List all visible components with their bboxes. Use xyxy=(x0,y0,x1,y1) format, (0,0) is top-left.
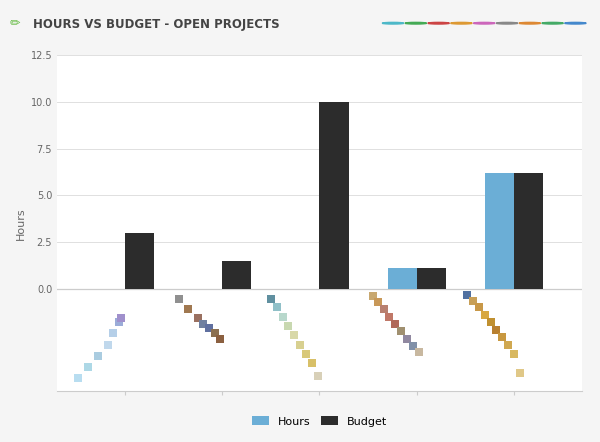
Point xyxy=(109,330,118,337)
Point xyxy=(116,315,126,322)
Point xyxy=(295,341,305,348)
Text: HOURS VS BUDGET - OPEN PROJECTS: HOURS VS BUDGET - OPEN PROJECTS xyxy=(33,18,280,30)
Point xyxy=(115,319,124,326)
Point xyxy=(93,352,103,359)
Point xyxy=(515,369,524,376)
Circle shape xyxy=(405,23,427,24)
Bar xyxy=(485,173,514,289)
Point xyxy=(379,305,388,312)
Point xyxy=(414,348,424,355)
Circle shape xyxy=(473,23,495,24)
Point xyxy=(184,305,193,312)
Point xyxy=(474,304,484,311)
Point xyxy=(103,341,112,348)
Point xyxy=(307,360,317,367)
Point xyxy=(373,298,383,305)
Point xyxy=(198,320,208,328)
Circle shape xyxy=(428,23,449,24)
Point xyxy=(503,341,513,348)
Point xyxy=(204,324,214,331)
Point xyxy=(469,297,478,304)
Point xyxy=(266,295,275,302)
Circle shape xyxy=(565,23,586,24)
Bar xyxy=(125,232,154,289)
Point xyxy=(313,373,322,380)
Point xyxy=(83,363,93,370)
Point xyxy=(385,313,394,320)
Text: ✏: ✏ xyxy=(10,18,20,30)
Point xyxy=(284,322,293,329)
Point xyxy=(480,311,490,318)
Point xyxy=(491,326,501,333)
Point xyxy=(193,315,203,322)
Point xyxy=(215,335,225,343)
Bar xyxy=(319,102,349,289)
Point xyxy=(368,293,378,300)
Legend: Hours, Budget: Hours, Budget xyxy=(248,412,391,431)
Circle shape xyxy=(382,23,404,24)
Point xyxy=(210,330,220,337)
Point xyxy=(278,313,287,320)
Point xyxy=(463,292,472,299)
Bar xyxy=(222,260,251,289)
Point xyxy=(74,374,83,381)
Bar xyxy=(417,268,446,289)
Point xyxy=(397,328,406,335)
Point xyxy=(301,351,311,358)
Point xyxy=(289,332,299,339)
Point xyxy=(402,335,412,343)
Point xyxy=(509,351,519,358)
Point xyxy=(408,343,418,350)
Circle shape xyxy=(496,23,518,24)
Point xyxy=(272,304,281,311)
Point xyxy=(497,334,507,341)
Circle shape xyxy=(451,23,472,24)
Circle shape xyxy=(542,23,563,24)
Point xyxy=(391,320,400,328)
Y-axis label: Hours: Hours xyxy=(16,207,26,240)
Circle shape xyxy=(519,23,541,24)
Bar xyxy=(514,173,543,289)
Point xyxy=(486,319,496,326)
Bar xyxy=(388,268,417,289)
Point xyxy=(174,295,184,302)
